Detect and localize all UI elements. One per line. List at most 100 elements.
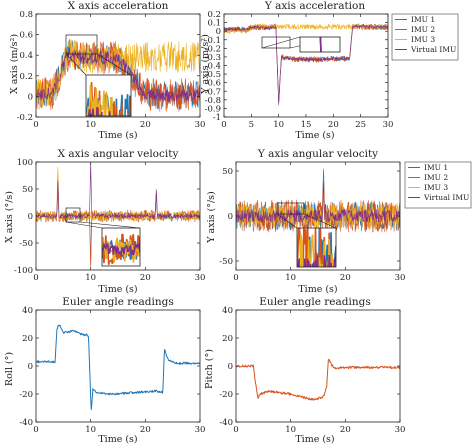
- series-group: [36, 324, 200, 411]
- y-tick-label: -0.9: [205, 104, 221, 114]
- y-tick-label: -40: [19, 418, 33, 428]
- inset-series-imu2: [319, 37, 322, 52]
- x-tick-label: 30: [395, 273, 406, 283]
- x-tick-label: 30: [195, 273, 206, 283]
- x-tick-label: 0: [33, 425, 38, 435]
- y-tick-label: -50: [219, 257, 233, 267]
- zoom-connector-line: [96, 53, 132, 76]
- chart-title: X axis acceleration: [68, 0, 169, 12]
- x-tick-label: 25: [355, 120, 366, 130]
- inset-series-imu3: [299, 234, 334, 267]
- y-tick-label: -0.3: [205, 53, 221, 63]
- x-tick-label: 0: [33, 120, 38, 130]
- y-tick-label: -20: [19, 390, 33, 400]
- y-tick-label: -0.4: [205, 62, 221, 72]
- plot-frame: [35, 13, 201, 118]
- x-tick-label: 0: [233, 425, 238, 435]
- x-tick-label: 10: [85, 120, 96, 130]
- inset-series-imu2: [102, 233, 140, 265]
- y-tick-label: -0.6: [205, 79, 221, 89]
- inset-zoom: [102, 228, 140, 266]
- x-tick-label: 10: [285, 273, 296, 283]
- y-tick-label: -20: [219, 390, 233, 400]
- y-tick-label: 40: [22, 306, 33, 316]
- x-axis-label: Time (s): [295, 130, 334, 141]
- series-group: [236, 168, 400, 233]
- series-line-virtual: [236, 182, 400, 223]
- x-tick-label: 10: [285, 425, 296, 435]
- x-tick-label: 20: [340, 425, 351, 435]
- x-tick-label: 30: [195, 425, 206, 435]
- x-axis-label: Time (s): [98, 434, 137, 445]
- legend-entry-virtual: Virtual IMU: [410, 45, 456, 54]
- x-tick-label: 20: [140, 120, 151, 130]
- series-line-virtual: [224, 24, 388, 104]
- chart-title: Y axis angular velocity: [257, 148, 378, 160]
- legend-entry-imu2: IMU 2: [424, 173, 448, 182]
- inset-zoom: [86, 75, 131, 116]
- plot-frame: [235, 309, 401, 423]
- y-tick-label: -1: [213, 113, 221, 123]
- x-tick-label: 20: [328, 120, 339, 130]
- x-tick-label: 0: [233, 273, 238, 283]
- y-tick-label: 0: [228, 362, 233, 372]
- panel-x-angular-velocity: X axis angular velocity Time (s) X axis …: [4, 148, 205, 295]
- y-axis-label: Roll (°): [4, 352, 15, 386]
- legend-box: [391, 13, 459, 61]
- y-tick-label: 0: [28, 212, 33, 222]
- legend-box: [404, 161, 472, 209]
- x-tick-label: 0: [221, 120, 226, 130]
- legend-entry-virtual: Virtual IMU: [423, 193, 469, 202]
- x-tick-label: 30: [195, 120, 206, 130]
- y-tick-label: 0.8: [19, 10, 33, 20]
- x-tick-label: 15: [301, 120, 312, 130]
- zoom-connector-line: [65, 221, 103, 229]
- x-axis-label: Time (s): [98, 284, 137, 295]
- chart-title: Euler angle readings: [62, 296, 173, 308]
- y-tick-label: 100: [17, 158, 33, 168]
- series-line-imu3: [36, 167, 200, 221]
- y-axis-label: Y axis (°/s): [206, 191, 217, 244]
- y-tick-label: -50: [19, 239, 33, 249]
- series-line-imu2: [236, 177, 400, 233]
- x-tick-label: 10: [273, 120, 284, 130]
- series-line-imu3: [224, 23, 388, 34]
- y-tick-label: -100: [14, 266, 33, 276]
- x-tick-label: 10: [85, 425, 96, 435]
- x-tick-label: 30: [395, 425, 406, 435]
- y-tick-label: 50: [22, 185, 33, 195]
- y-tick-label: 0: [28, 362, 33, 372]
- chart-title: Y axis acceleration: [264, 0, 366, 12]
- panel-pitch: Euler angle readings Time (s) Pitch (°) …: [204, 296, 405, 445]
- zoom-connector-line: [261, 36, 301, 49]
- y-tick-label: 0.1: [207, 19, 221, 29]
- series-group: [236, 358, 400, 401]
- y-tick-label: -40: [219, 418, 233, 428]
- panel-roll: Euler angle readings Time (s) Roll (°) 0…: [4, 296, 205, 445]
- y-tick-label: 0.2: [19, 72, 33, 82]
- y-axis-label: X axis (m/s²): [9, 34, 20, 94]
- x-axis-label: Time (s): [295, 434, 334, 445]
- x-axis-label: Time (s): [98, 130, 137, 141]
- legend-entry-imu3: IMU 3: [411, 35, 435, 44]
- inset-series-virtual: [102, 241, 140, 258]
- series-line-imu1: [224, 23, 388, 106]
- y-tick-label: -0.2: [17, 113, 33, 123]
- x-axis-label: Time (s): [298, 284, 337, 295]
- series-line-imu2: [236, 358, 400, 401]
- x-tick-label: 20: [140, 425, 151, 435]
- zoom-connector-line: [65, 53, 87, 76]
- zoom-region-box: [65, 34, 98, 55]
- inset-zoom: [300, 37, 340, 52]
- y-tick-label: -0.7: [205, 87, 221, 97]
- inset-series-virtual: [297, 255, 336, 267]
- legend-entry-imu2: IMU 2: [411, 25, 435, 34]
- legend-entry-imu3: IMU 3: [424, 183, 448, 192]
- series-line-imu2: [224, 23, 388, 103]
- y-tick-label: 20: [222, 334, 233, 344]
- inset-frame: [101, 227, 141, 267]
- series-line-imu3: [236, 192, 400, 229]
- y-tick-label: 20: [22, 334, 33, 344]
